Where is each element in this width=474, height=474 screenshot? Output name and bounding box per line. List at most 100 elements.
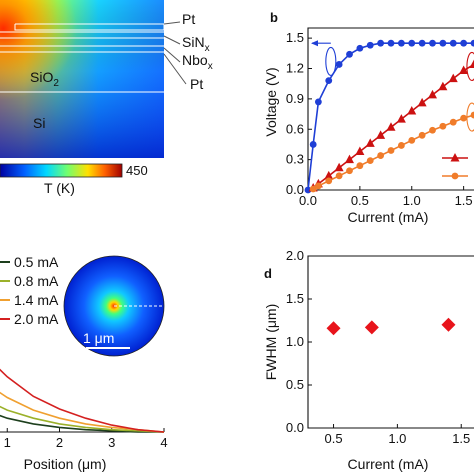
panel-b-series-ellipse-red: [466, 51, 474, 82]
panel-b-point-series-1: [407, 106, 417, 115]
panel-d-point: [441, 317, 456, 332]
panel-b-x-tick-label: 1.0: [403, 193, 421, 208]
panel-d-y-axis-label: FWHM (μm): [263, 304, 279, 380]
panel-b-point-series-0: [335, 61, 343, 68]
panel-a: Pt SiNx Nbox Pt SiO2 Si 450 T (K): [0, 0, 213, 196]
panel-b-y-tick-label: 1.2: [286, 61, 304, 76]
panel-b-point-series-1: [376, 130, 386, 139]
panel-b-point-series-1: [324, 170, 334, 180]
panel-b-point-series-1: [438, 81, 448, 91]
panel-b-point-series-1: [459, 65, 469, 75]
panel-c-series-line-1: [0, 405, 165, 433]
panel-b-x-tick-label: 0.0: [299, 193, 317, 208]
layer-label-nbox: Nbox: [182, 52, 213, 72]
panel-b-point-series-0: [449, 39, 457, 47]
panel-b-point-series-1: [334, 162, 344, 172]
panel-b-legend-marker-orange: [451, 172, 459, 180]
panel-b-point-series-2: [346, 167, 353, 175]
panel-d-x-tick-label: 0.5: [324, 431, 342, 446]
panel-d-y-tick-label: 1.0: [286, 334, 304, 349]
panel-b-point-series-2: [449, 118, 457, 126]
panel-c-x-tick-label: 2: [56, 435, 63, 450]
colorbar: [0, 163, 123, 178]
panel-c-series-line-3: [0, 368, 165, 433]
panel-b-plot-frame: [307, 27, 474, 191]
panel-b-series-line-0: [307, 42, 474, 191]
panel-c-x-axis-label: Position (μm): [24, 456, 107, 472]
panel-b-letter: b: [270, 10, 278, 25]
layer-lines: [0, 23, 165, 93]
panel-b-point-series-2: [356, 162, 364, 170]
panel-b-point-series-2: [470, 111, 474, 119]
panel-b-point-series-2: [366, 157, 374, 165]
panel-b-point-series-1: [428, 89, 437, 99]
panel-b-point-series-2: [460, 114, 468, 122]
panel-d-y-tick-label: 0.5: [286, 377, 304, 392]
panel-c-x-tick-label: 3: [108, 435, 115, 450]
panel-d-y-tick-label: 0.0: [286, 420, 304, 435]
panel-b-point-series-1: [355, 146, 365, 156]
panel-b-point-series-0: [356, 44, 364, 52]
panel-b-point-series-0: [460, 39, 468, 47]
heatmap-hotspot: [0, 0, 164, 158]
panel-d-x-tick-label: 1.0: [388, 431, 406, 446]
panel-d-y-tick-label: 1.5: [286, 291, 304, 306]
panel-b-point-series-2: [429, 126, 436, 134]
panel-b-x-tick-label: 0.5: [351, 193, 369, 208]
panel-b-legend-marker-red: [450, 153, 460, 162]
panel-d-letter: d: [264, 266, 272, 281]
panel-b-series-ellipse-blue: [325, 46, 337, 76]
panel-b-point-series-0: [470, 39, 474, 47]
panel-b-y-tick-label: 0.0: [286, 182, 304, 197]
panel-d-x-tick-label: 1.5: [452, 431, 470, 446]
panel-b-point-series-1: [417, 97, 427, 107]
panel-b-point-series-2: [408, 136, 416, 144]
panel-b-left-axis-arrowhead: [311, 40, 318, 47]
panel-b-point-series-0: [346, 50, 353, 58]
panel-c-x-tick-label: 4: [160, 435, 167, 450]
panel-b-y-tick-label: 0.6: [286, 121, 304, 136]
inset-scale-label: 1 μm: [83, 330, 114, 346]
panel-b-point-series-1: [386, 122, 396, 131]
panel-b-x-axis-label: Current (mA): [348, 209, 429, 225]
panel-b-point-series-0: [418, 39, 426, 47]
panel-b-x-tick-label: 1.5: [455, 193, 473, 208]
region-label-si: Si: [33, 115, 45, 131]
panel-b-point-series-0: [408, 39, 416, 47]
panel-d-point: [326, 321, 341, 336]
panel-b-point-series-0: [325, 77, 333, 85]
region-label-sio2: SiO2: [30, 69, 59, 89]
layer-label-sinx: SiNx: [182, 34, 210, 54]
panel-d: d FWHM (μm) Current (mA) 0.0 0.5 1.0 1.5 2.0…: [263, 248, 474, 472]
panel-b-y-tick-label: 1.5: [286, 30, 304, 45]
panel-d-x-axis-label: Current (mA): [348, 456, 429, 472]
panel-b-point-series-0: [377, 39, 385, 47]
panel-b-point-series-2: [439, 122, 447, 130]
panel-b-point-series-1: [345, 154, 354, 164]
panel-b-y-axis-label: Voltage (V): [263, 67, 279, 136]
panel-b-point-series-0: [397, 39, 405, 47]
layer-label-pt-top: Pt: [182, 11, 195, 27]
panel-b-point-series-2: [309, 185, 317, 193]
panel-b-y-tick-label: 0.3: [286, 152, 304, 167]
panel-b-point-series-0: [314, 98, 322, 106]
layer-callout-lines: [163, 21, 187, 85]
panel-c-legend-label: 2.0 mA: [14, 311, 59, 327]
layer-label-pt-bottom: Pt: [190, 76, 203, 92]
panel-b-point-series-2: [397, 142, 405, 149]
panel-c-legend-label: 0.8 mA: [14, 273, 59, 289]
panel-b-series-ellipse-orange: [466, 102, 474, 132]
panel-d-point: [364, 320, 379, 335]
panel-b-point-series-0: [366, 41, 374, 49]
panel-b-point-series-0: [304, 186, 312, 194]
panel-b-point-series-0: [429, 39, 436, 47]
panel-b-point-series-0: [439, 39, 447, 47]
panel-c-legend-label: 1.4 mA: [14, 292, 59, 308]
panel-b: b Voltage (V) Current (mA) 0.0 0.3 0.6 0.9 1…: [263, 10, 474, 225]
panel-b-point-series-2: [314, 182, 322, 190]
panel-c-series-line-2: [0, 391, 165, 433]
panel-b-point-series-2: [325, 177, 333, 185]
colorbar-max-label: 450: [126, 163, 148, 178]
panel-d-y-tick-label: 2.0: [286, 248, 304, 263]
